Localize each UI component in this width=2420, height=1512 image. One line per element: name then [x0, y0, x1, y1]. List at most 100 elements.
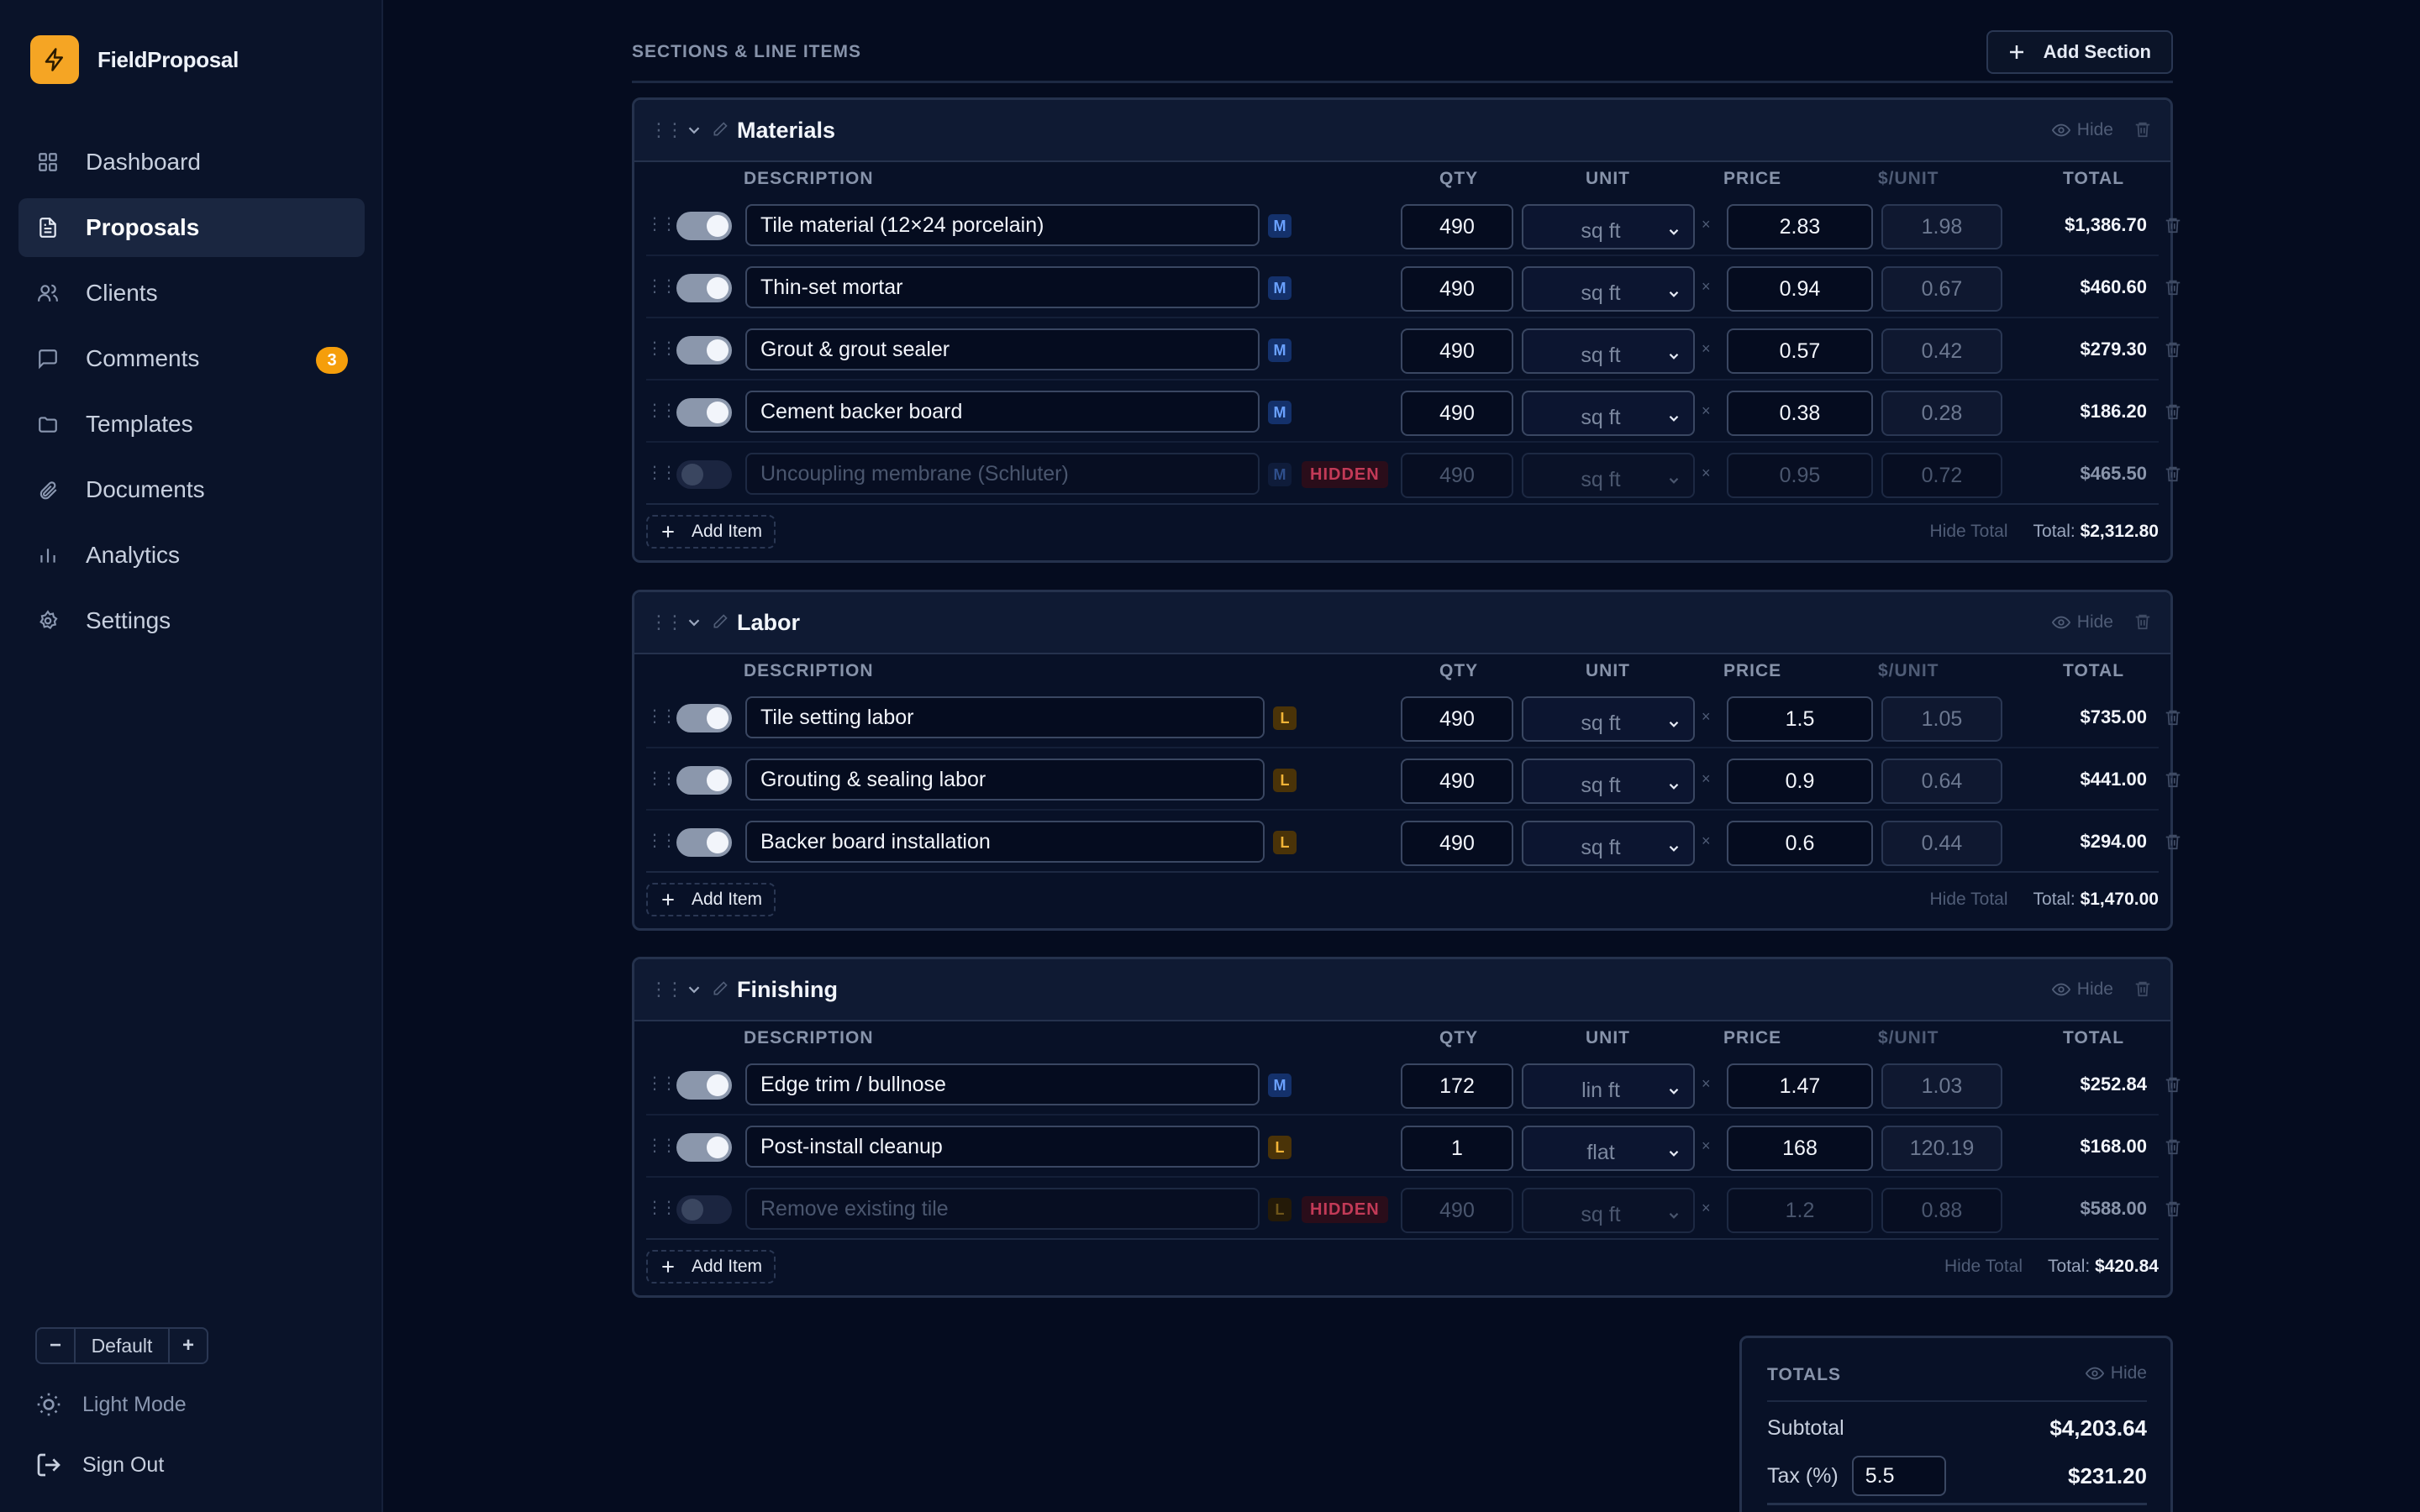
sidebar-item-templates[interactable]: Templates	[18, 395, 365, 454]
light-mode-toggle[interactable]: Light Mode	[35, 1391, 187, 1418]
item-qty-input[interactable]: 1	[1401, 1126, 1513, 1171]
item-unit-select[interactable]: sq ft	[1522, 696, 1695, 742]
item-description-input[interactable]: Grouting & sealing labor	[745, 759, 1265, 801]
drag-handle-icon[interactable]: ⋮⋮	[646, 769, 677, 788]
tax-rate-input[interactable]: 5.5	[1851, 1456, 1946, 1496]
sidebar-item-analytics[interactable]: Analytics	[18, 526, 365, 585]
section-hide-toggle[interactable]: Hide	[2051, 979, 2113, 1000]
pencil-icon[interactable]	[712, 613, 730, 632]
drag-handle-icon[interactable]: ⋮⋮	[650, 979, 684, 1000]
item-price-input[interactable]: 0.9	[1727, 759, 1873, 804]
section-hide-toggle[interactable]: Hide	[2051, 120, 2113, 140]
item-qty-input[interactable]: 490	[1401, 759, 1513, 804]
sidebar-item-proposals[interactable]: Proposals	[18, 198, 365, 257]
item-qty-input[interactable]: 490	[1401, 204, 1513, 249]
section-title[interactable]: Materials	[737, 117, 836, 143]
sidebar-item-comments[interactable]: Comments 3	[18, 329, 365, 388]
item-price-input[interactable]: 168	[1727, 1126, 1873, 1171]
trash-icon[interactable]	[2133, 612, 2152, 635]
item-qty-input[interactable]: 490	[1401, 1188, 1513, 1233]
item-qty-input[interactable]: 172	[1401, 1063, 1513, 1109]
item-enabled-toggle[interactable]	[676, 336, 732, 365]
drag-handle-icon[interactable]: ⋮⋮	[646, 339, 677, 358]
item-price-input[interactable]: 2.83	[1727, 204, 1873, 249]
item-description-input[interactable]: Uncoupling membrane (Schluter)	[745, 453, 1260, 495]
item-description-input[interactable]: Edge trim / bullnose	[745, 1063, 1260, 1105]
zoom-out-button[interactable]: −	[49, 1334, 61, 1357]
item-enabled-toggle[interactable]	[676, 1195, 732, 1224]
sidebar-item-dashboard[interactable]: Dashboard	[18, 133, 365, 192]
trash-icon[interactable]	[2164, 1075, 2182, 1098]
drag-handle-icon[interactable]: ⋮⋮	[650, 612, 684, 633]
drag-handle-icon[interactable]: ⋮⋮	[646, 277, 677, 296]
item-description-input[interactable]: Grout & grout sealer	[745, 328, 1260, 370]
trash-icon[interactable]	[2164, 402, 2182, 425]
item-qty-input[interactable]: 490	[1401, 696, 1513, 742]
hide-total-toggle[interactable]: Hide Total	[1929, 522, 2008, 541]
drag-handle-icon[interactable]: ⋮⋮	[646, 464, 677, 482]
item-price-input[interactable]: 1.2	[1727, 1188, 1873, 1233]
hide-total-toggle[interactable]: Hide Total	[1929, 890, 2008, 909]
trash-icon[interactable]	[2164, 216, 2182, 239]
item-description-input[interactable]: Post-install cleanup	[745, 1126, 1260, 1168]
item-enabled-toggle[interactable]	[676, 212, 732, 240]
trash-icon[interactable]	[2164, 832, 2182, 855]
hide-total-toggle[interactable]: Hide Total	[1944, 1257, 2023, 1276]
item-price-input[interactable]: 0.94	[1727, 266, 1873, 312]
trash-icon[interactable]	[2133, 120, 2152, 143]
trash-icon[interactable]	[2164, 340, 2182, 363]
chevron-down-icon[interactable]	[685, 613, 703, 632]
item-description-input[interactable]: Cement backer board	[745, 391, 1260, 433]
trash-icon[interactable]	[2164, 770, 2182, 793]
section-hide-toggle[interactable]: Hide	[2051, 612, 2113, 633]
item-price-input[interactable]: 1.47	[1727, 1063, 1873, 1109]
zoom-in-button[interactable]: +	[182, 1334, 194, 1357]
drag-handle-icon[interactable]: ⋮⋮	[646, 1199, 677, 1217]
item-price-input[interactable]: 0.38	[1727, 391, 1873, 436]
trash-icon[interactable]	[2164, 1200, 2182, 1222]
item-unit-select[interactable]: sq ft	[1522, 759, 1695, 804]
drag-handle-icon[interactable]: ⋮⋮	[646, 402, 677, 420]
trash-icon[interactable]	[2164, 708, 2182, 731]
item-enabled-toggle[interactable]	[676, 274, 732, 302]
chevron-down-icon[interactable]	[685, 980, 703, 999]
trash-icon[interactable]	[2164, 465, 2182, 487]
drag-handle-icon[interactable]: ⋮⋮	[646, 832, 677, 850]
brand[interactable]: FieldProposal	[30, 35, 239, 84]
item-enabled-toggle[interactable]	[676, 704, 732, 732]
item-price-input[interactable]: 1.5	[1727, 696, 1873, 742]
sign-out-button[interactable]: Sign Out	[35, 1452, 164, 1478]
add-item-button[interactable]: Add Item	[646, 883, 776, 916]
trash-icon[interactable]	[2164, 1137, 2182, 1160]
trash-icon[interactable]	[2133, 979, 2152, 1002]
item-unit-select[interactable]: sq ft	[1522, 328, 1695, 374]
pencil-icon[interactable]	[712, 121, 730, 139]
chevron-down-icon[interactable]	[685, 121, 703, 139]
drag-handle-icon[interactable]: ⋮⋮	[646, 215, 677, 234]
sidebar-item-settings[interactable]: Settings	[18, 591, 365, 650]
item-unit-select[interactable]: sq ft	[1522, 1188, 1695, 1233]
item-enabled-toggle[interactable]	[676, 766, 732, 795]
drag-handle-icon[interactable]: ⋮⋮	[646, 707, 677, 726]
item-unit-select[interactable]: lin ft	[1522, 1063, 1695, 1109]
item-qty-input[interactable]: 490	[1401, 328, 1513, 374]
item-enabled-toggle[interactable]	[676, 398, 732, 427]
item-unit-select[interactable]: sq ft	[1522, 391, 1695, 436]
item-enabled-toggle[interactable]	[676, 1071, 732, 1100]
item-qty-input[interactable]: 490	[1401, 821, 1513, 866]
item-unit-select[interactable]: sq ft	[1522, 204, 1695, 249]
item-unit-select[interactable]: flat	[1522, 1126, 1695, 1171]
add-section-button[interactable]: Add Section	[1986, 30, 2173, 74]
item-description-input[interactable]: Backer board installation	[745, 821, 1265, 863]
item-unit-select[interactable]: sq ft	[1522, 821, 1695, 866]
add-item-button[interactable]: Add Item	[646, 515, 776, 549]
add-item-button[interactable]: Add Item	[646, 1250, 776, 1284]
drag-handle-icon[interactable]: ⋮⋮	[650, 119, 684, 140]
item-enabled-toggle[interactable]	[676, 828, 732, 857]
trash-icon[interactable]	[2164, 278, 2182, 301]
item-price-input[interactable]: 0.95	[1727, 453, 1873, 498]
item-unit-select[interactable]: sq ft	[1522, 453, 1695, 498]
item-enabled-toggle[interactable]	[676, 1133, 732, 1162]
item-description-input[interactable]: Tile setting labor	[745, 696, 1265, 738]
drag-handle-icon[interactable]: ⋮⋮	[646, 1137, 677, 1155]
